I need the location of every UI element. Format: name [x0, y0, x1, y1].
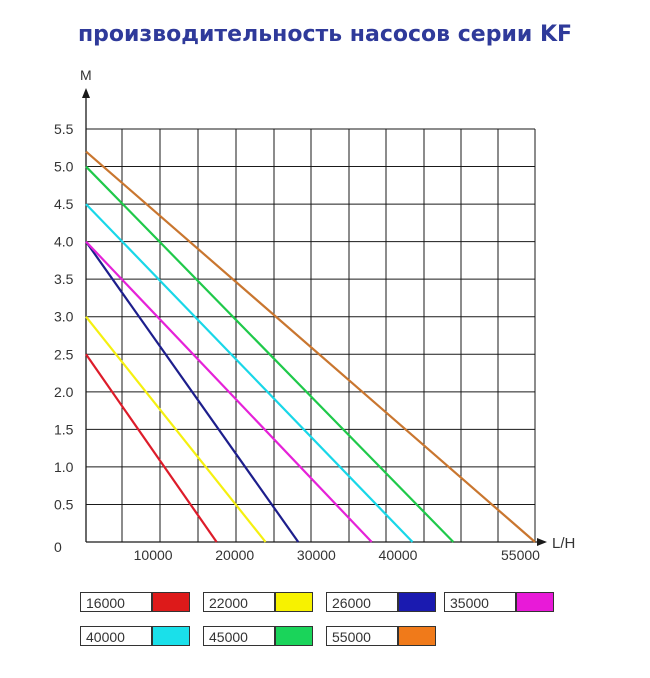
y-tick-label: 4.5 [54, 196, 74, 212]
series-line-40000 [85, 203, 414, 543]
legend-label: 45000 [203, 626, 275, 646]
y-tick-label: 4.0 [54, 234, 74, 250]
legend-swatch [152, 592, 190, 612]
x-tick-label: 10000 [134, 547, 173, 563]
x-axis-arrow [537, 538, 547, 546]
y-tick-label: 0.5 [54, 496, 74, 512]
y-axis-label: M [80, 67, 92, 83]
pump-performance-chart: 0 0.5 1.0 1.5 2.0 2.5 3.0 3.5 4.0 4.5 5.0 5.5 10000 2… [54, 67, 575, 563]
y-tick-label: 3.0 [54, 309, 74, 325]
legend-swatch [398, 626, 436, 646]
y-tick-label: 1.5 [54, 421, 74, 437]
legend-label: 35000 [444, 592, 516, 612]
y-tick-label: 2.0 [54, 384, 74, 400]
y-tick-label: 0 [54, 539, 62, 555]
x-axis-label: L/H [552, 535, 575, 552]
legend-swatch [516, 592, 554, 612]
y-axis-arrow [82, 88, 90, 98]
y-tick-label: 2.5 [54, 346, 74, 362]
x-tick-label: 40000 [379, 547, 418, 563]
legend-label: 22000 [203, 592, 275, 612]
chart-title: производительность насосов серии KF [77, 22, 573, 47]
legend-label: 16000 [80, 592, 152, 612]
series-line-35000 [85, 240, 373, 543]
x-tick-label: 30000 [297, 547, 336, 563]
legend-swatch [275, 592, 313, 612]
x-tick-label: 55000 [501, 547, 540, 563]
legend-label: 26000 [326, 592, 398, 612]
y-tick-label: 1.0 [54, 459, 74, 475]
y-tick-label: 5.0 [54, 159, 74, 175]
series-line-45000 [85, 165, 455, 543]
legend-label: 40000 [80, 626, 152, 646]
x-tick-label: 20000 [215, 547, 254, 563]
legend-swatch [398, 592, 436, 612]
series-line-16000 [85, 353, 218, 543]
series-line-22000 [85, 316, 267, 543]
series-line-55000 [85, 150, 536, 543]
legend-swatch [275, 626, 313, 646]
y-tick-label: 5.5 [54, 121, 74, 137]
legend-swatch [152, 626, 190, 646]
y-tick-label: 3.5 [54, 271, 74, 287]
legend-label: 55000 [326, 626, 398, 646]
series-line-26000 [85, 241, 300, 543]
